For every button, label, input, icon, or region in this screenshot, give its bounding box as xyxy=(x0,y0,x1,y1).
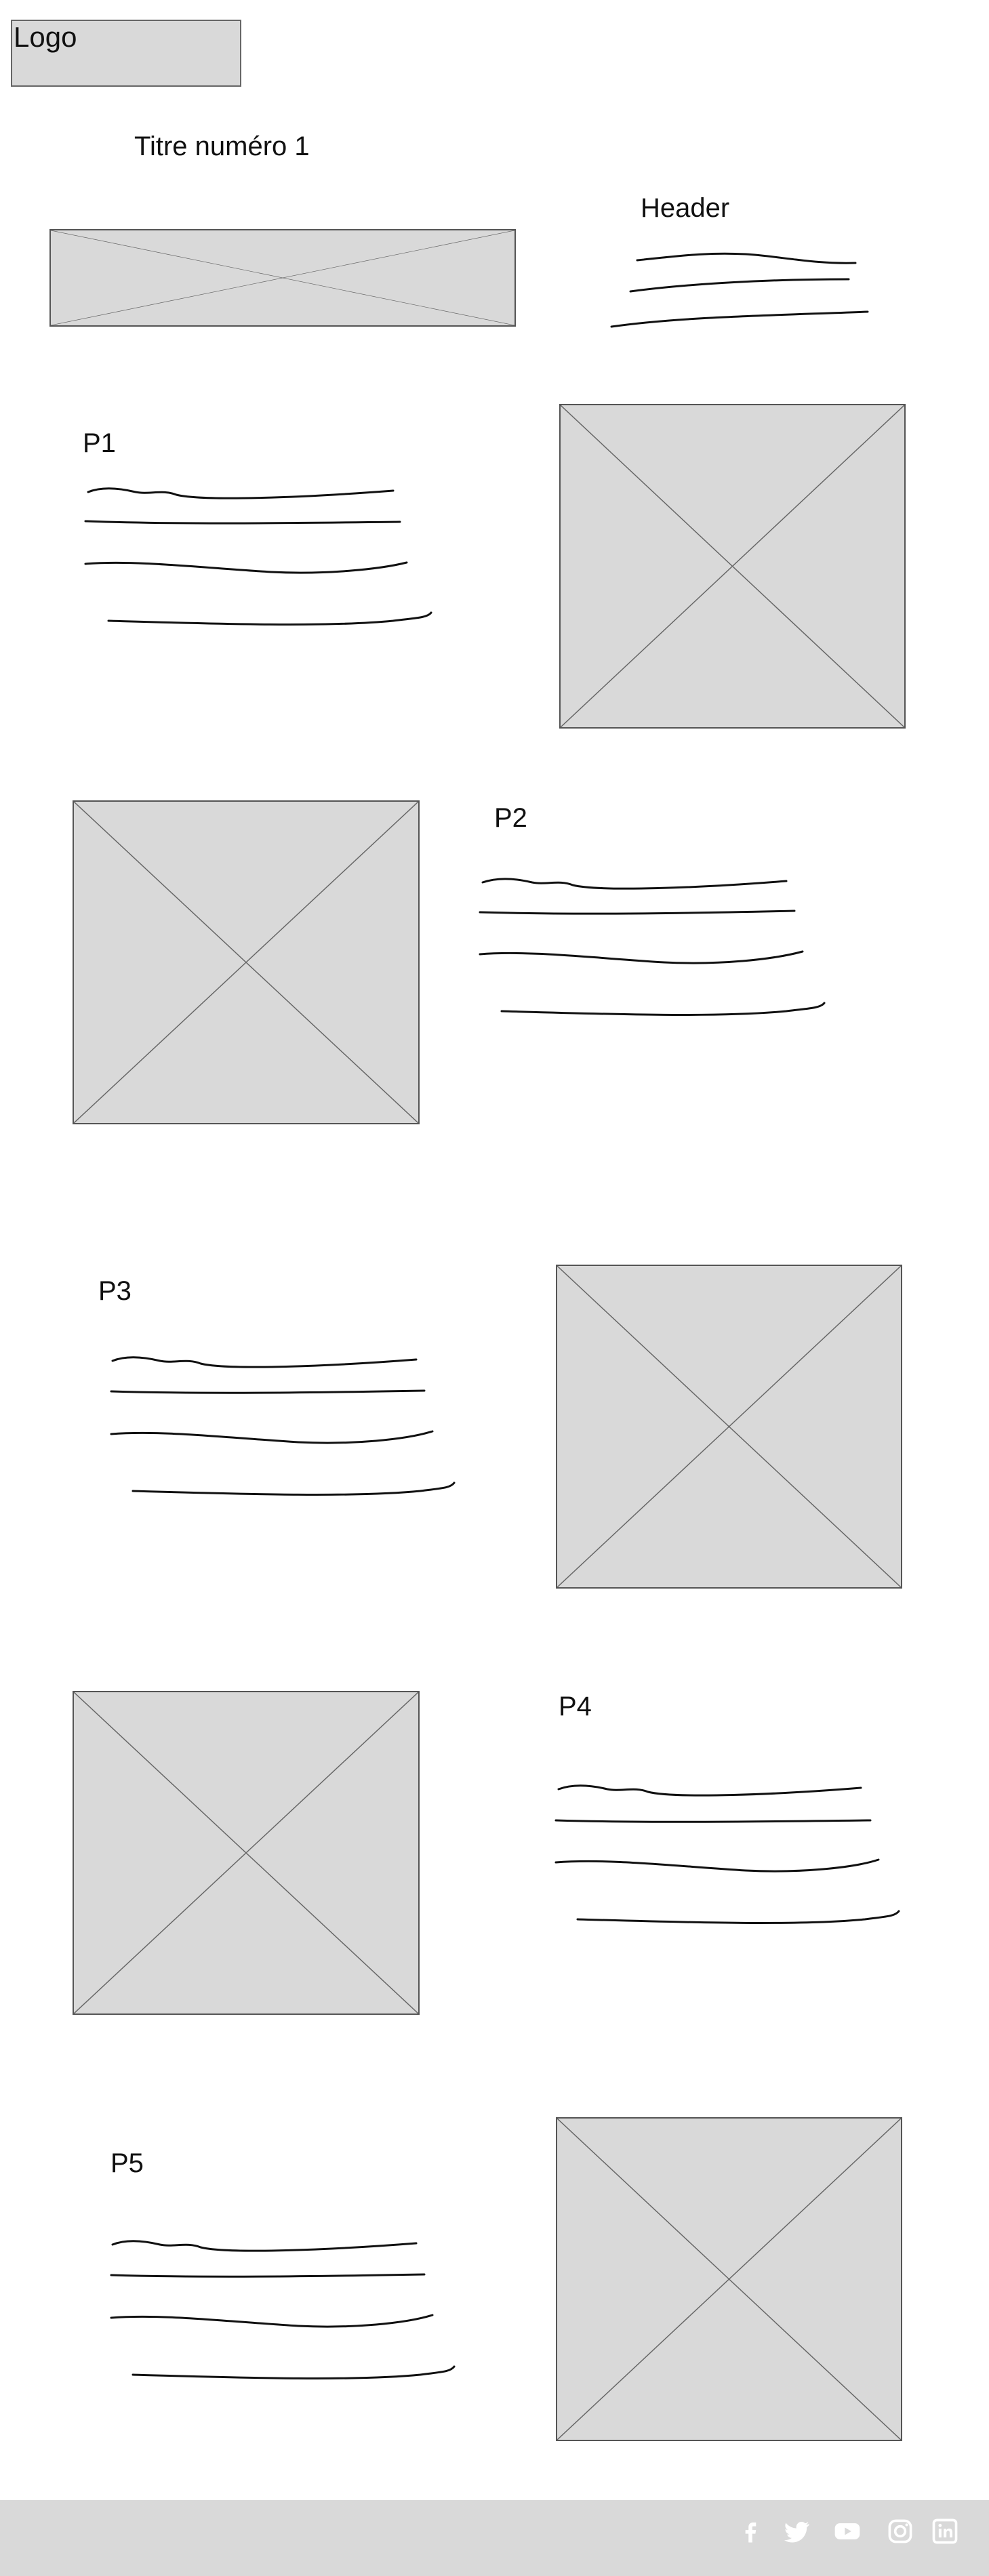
p3-image-placeholder xyxy=(556,1265,902,1589)
linkedin-icon[interactable] xyxy=(930,2516,960,2546)
hero-image-placeholder xyxy=(49,229,516,327)
instagram-icon[interactable] xyxy=(885,2516,915,2546)
header-label: Header xyxy=(641,193,730,223)
logo-text: Logo xyxy=(14,21,77,53)
footer xyxy=(0,2500,989,2576)
p1-image-placeholder xyxy=(559,404,906,729)
section-label-p4: P4 xyxy=(559,1692,592,1721)
section-label-p3: P3 xyxy=(98,1276,132,1306)
youtube-icon[interactable] xyxy=(832,2516,862,2546)
facebook-icon[interactable] xyxy=(735,2516,765,2546)
p5-image-placeholder xyxy=(556,2117,902,2441)
section-label-p1: P1 xyxy=(83,428,116,458)
section-label-p5: P5 xyxy=(110,2148,144,2178)
p4-image-placeholder xyxy=(73,1691,420,2015)
logo-placeholder[interactable]: Logo xyxy=(11,20,241,87)
twitter-icon[interactable] xyxy=(782,2516,811,2546)
section-label-p2: P2 xyxy=(494,803,527,833)
page-title: Titre numéro 1 xyxy=(134,131,310,161)
p2-image-placeholder xyxy=(73,800,420,1124)
